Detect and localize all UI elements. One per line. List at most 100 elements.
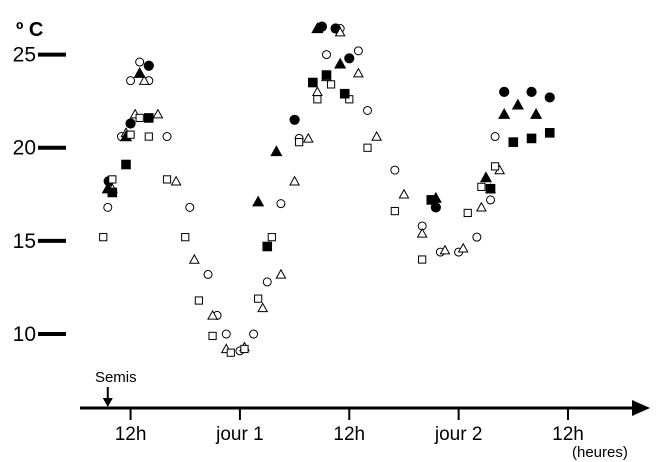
data-point-square-open	[181, 233, 190, 242]
data-point-triangle-filled	[252, 195, 265, 207]
data-point-triangle-open	[302, 132, 314, 143]
data-point-triangle-open	[257, 302, 269, 313]
data-point-square-filled	[308, 77, 318, 88]
data-point-square-open	[267, 233, 276, 242]
data-point-circle-open	[472, 232, 482, 242]
data-point-triangle-open	[352, 67, 364, 78]
y-axis-unit-label: º C	[16, 19, 43, 41]
data-point-circle-open	[321, 50, 331, 60]
semis-label: Semis	[95, 369, 137, 386]
data-point-square-open	[194, 296, 204, 305]
data-point-square-open	[363, 143, 372, 152]
data-points	[99, 21, 555, 357]
data-point-square-filled	[544, 128, 555, 138]
data-point-circle-filled	[143, 60, 154, 71]
data-point-square-open	[313, 95, 322, 104]
data-point-circle-open	[135, 57, 145, 67]
data-point-circle-open	[185, 202, 195, 212]
x-axis-unit-label: (heures)	[572, 444, 628, 461]
data-point-square-open	[144, 132, 153, 141]
data-point-triangle-filled	[498, 107, 511, 119]
data-point-circle-open	[262, 277, 272, 287]
data-point-triangle-open	[170, 175, 182, 186]
data-point-square-open	[226, 348, 235, 357]
data-point-circle-filled	[526, 86, 537, 97]
y-tick-label: 20	[13, 137, 36, 160]
data-point-circle-filled	[125, 118, 136, 129]
data-point-square-filled	[508, 137, 519, 147]
data-point-circle-filled	[289, 114, 300, 125]
data-point-triangle-open	[371, 130, 383, 141]
data-point-square-open	[254, 294, 263, 303]
y-tick-label: 15	[13, 230, 36, 253]
data-point-circle-open	[390, 165, 400, 175]
x-tick-label: jour 1	[215, 424, 264, 445]
data-point-circle-open	[103, 202, 113, 212]
semis-annotation: Semis	[95, 369, 137, 407]
data-point-square-open	[326, 80, 336, 89]
data-point-square-filled	[143, 113, 154, 123]
data-point-square-filled	[321, 70, 332, 80]
data-point-square-open	[418, 255, 427, 264]
data-point-triangle-open	[416, 227, 428, 238]
data-point-triangle-filled	[133, 66, 146, 78]
data-point-circle-open	[276, 199, 286, 209]
x-tick-label: 12h	[333, 424, 365, 445]
data-point-square-open	[390, 206, 399, 216]
data-point-square-filled	[262, 241, 273, 252]
data-point-triangle-filled	[334, 57, 347, 69]
data-point-square-filled	[426, 195, 437, 205]
data-point-triangle-open	[138, 75, 150, 85]
data-point-square-filled	[485, 183, 496, 194]
data-point-triangle-filled	[479, 171, 493, 183]
data-point-triangle-open	[334, 26, 346, 37]
data-point-triangle-open	[152, 108, 164, 119]
data-point-square-open	[126, 130, 135, 139]
data-point-square-filled	[121, 159, 131, 170]
data-point-square-open	[162, 175, 172, 184]
data-point-square-open	[477, 182, 486, 191]
data-point-triangle-open	[289, 175, 301, 186]
data-point-circle-open	[162, 132, 172, 142]
data-point-square-open	[108, 175, 117, 184]
data-point-square-open	[295, 138, 304, 147]
data-point-square-open	[99, 233, 108, 242]
data-point-circle-open	[486, 195, 496, 205]
axes	[80, 400, 650, 416]
data-point-circle-open	[249, 329, 259, 339]
data-point-square-open	[240, 344, 249, 354]
data-point-circle-open	[221, 329, 231, 339]
data-point-circle-open	[490, 132, 500, 142]
x-tick-label: 12h	[552, 424, 584, 445]
y-axis-ticks: 25 20 15 10	[13, 44, 66, 346]
data-point-triangle-open	[439, 244, 451, 255]
data-point-square-filled	[107, 187, 118, 198]
data-point-triangle-open	[398, 188, 410, 199]
data-point-square-open	[463, 208, 472, 218]
data-point-triangle-filled	[270, 145, 283, 157]
data-point-circle-open	[353, 46, 363, 56]
data-point-square-filled	[339, 88, 350, 99]
data-point-square-open	[208, 331, 217, 341]
data-point-triangle-open	[207, 309, 219, 320]
data-point-triangle-open	[275, 268, 287, 279]
data-point-circle-filled	[344, 53, 355, 64]
data-point-triangle-filled	[530, 107, 543, 119]
data-point-circle-open	[363, 105, 372, 115]
x-tick-label: 12h	[115, 424, 147, 445]
semis-arrow-head	[102, 398, 113, 407]
x-axis-arrow	[632, 400, 650, 416]
data-point-triangle-filled	[311, 22, 324, 34]
data-point-triangle-open	[311, 86, 323, 97]
x-tick-label: jour 2	[434, 424, 483, 445]
x-axis-ticks: 12h jour 1 12h jour 2 12h	[115, 408, 584, 445]
y-tick-label: 25	[13, 44, 36, 67]
data-point-circle-filled	[544, 92, 555, 103]
data-point-square-filled	[526, 133, 537, 144]
y-tick-label: 10	[13, 323, 36, 346]
data-point-triangle-filled	[511, 98, 524, 110]
data-point-circle-filled	[499, 86, 510, 97]
data-point-triangle-open	[475, 201, 487, 212]
data-point-square-open	[490, 162, 500, 171]
